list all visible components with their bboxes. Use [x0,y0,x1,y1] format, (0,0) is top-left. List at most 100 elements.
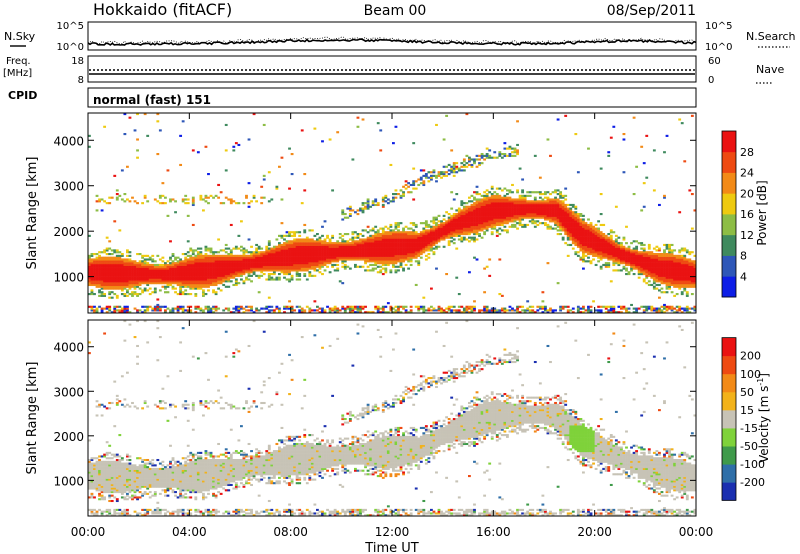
power-cell [222,309,226,312]
power-cell [348,258,352,261]
power-cell [219,280,223,283]
power-cell [240,254,243,257]
power-cell [272,269,276,272]
power-cell [328,249,332,252]
power-cell [490,187,494,190]
power-cell [133,200,137,203]
power-cell [589,238,593,241]
power-cell [110,280,114,283]
power-cell [437,305,441,308]
power-cell [450,234,454,237]
power-cell [559,207,563,210]
power-cell [430,247,433,250]
power-cell [136,113,139,116]
power-cell [115,256,119,259]
power-cell [589,243,593,247]
power-cell [323,311,327,314]
power-cell [272,253,276,256]
power-cell [381,305,385,308]
power-cell [450,191,454,194]
power-cell [399,262,403,265]
power-cell [604,243,608,247]
power-cell [468,213,471,216]
power-cell [447,173,451,176]
power-cell [551,205,555,208]
power-cell [384,263,388,267]
power-cell [146,309,150,312]
power-cell [523,213,527,216]
power-cell [571,214,575,217]
power-cell [625,263,628,267]
power-cell [386,258,390,261]
power-cell [267,260,271,263]
power-cell [366,265,370,268]
power-cell [272,260,276,263]
power-cell [341,243,345,247]
power-cell [462,223,466,227]
power-cell [181,120,185,123]
power-cell [110,274,114,277]
power-cell [95,258,99,261]
power-cell [574,223,578,227]
power-cell [627,307,631,310]
power-cell [131,276,134,279]
power-cell [440,176,443,179]
power-cell [267,274,271,277]
power-cell [336,253,340,256]
power-cell [196,283,200,287]
power-cell [506,196,509,199]
power-cell [169,256,172,259]
power-cell [247,274,251,277]
power-cell [635,258,639,261]
power-cell [118,194,122,197]
power-cell [305,245,309,248]
power-cell [151,274,155,277]
power-cell [232,283,236,287]
power-cell [212,269,215,272]
power-cell [136,283,139,287]
power-cell [151,282,155,285]
power-cell [460,209,464,212]
power-cell [369,253,373,256]
power-cell [399,234,403,237]
power-cell [278,256,281,259]
power-cell [424,229,428,232]
power-cell [199,271,203,274]
power-cell [475,227,479,230]
power-cell [480,218,484,221]
power-cell [508,213,512,216]
power-cell [452,238,456,241]
power-cell [589,251,593,254]
power-cell [143,262,147,265]
power-cell [612,263,616,267]
power-cell [518,305,522,308]
power-cell [194,287,198,290]
power-cell [341,245,345,248]
power-cell [169,311,172,314]
power-cell [597,256,601,259]
power-cell [209,265,213,268]
power-cell [630,262,633,265]
power-cell [316,249,319,252]
power-cell [437,234,441,237]
power-cell [126,267,129,270]
power-cell [214,273,218,276]
power-cell [93,311,96,314]
power-cell [354,311,357,314]
power-cell [630,249,633,252]
power-cell [280,256,284,259]
power-cell [594,243,598,247]
power-cell [376,122,380,125]
power-cell [435,174,438,177]
power-cell [559,220,563,223]
power-cell [379,260,383,263]
power-cell [594,242,598,245]
power-cell [138,269,142,272]
power-cell [470,229,474,232]
power-cell [647,254,651,257]
power-cell [108,258,112,261]
power-cell [455,220,459,223]
power-cell [468,227,471,230]
power-cell [250,254,253,257]
power-cell [257,247,261,250]
